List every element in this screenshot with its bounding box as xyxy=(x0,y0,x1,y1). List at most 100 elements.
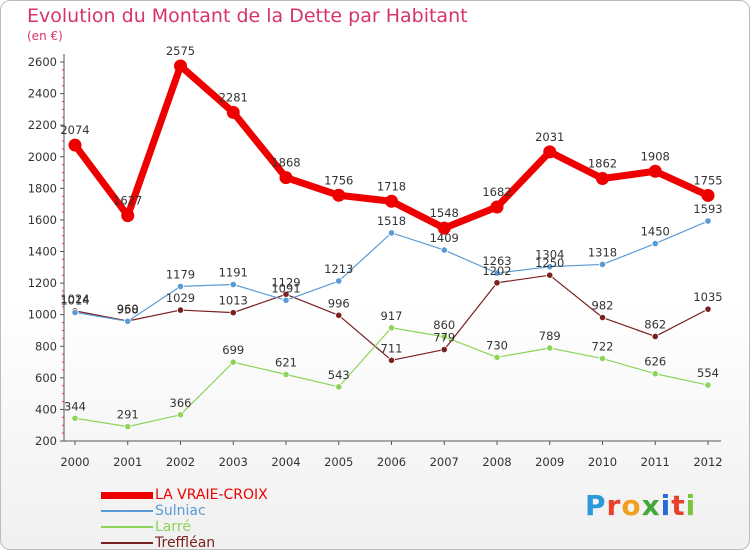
data-point xyxy=(546,344,554,352)
data-point xyxy=(440,345,448,354)
data-point xyxy=(279,171,293,185)
data-label: 1304 xyxy=(535,248,564,262)
data-label: 1755 xyxy=(693,173,722,187)
y-tick-label: 1800 xyxy=(28,181,57,195)
data-point xyxy=(490,200,504,214)
data-label: 1091 xyxy=(271,281,300,295)
y-tick-label: 2600 xyxy=(28,55,57,69)
x-tick-label: 2005 xyxy=(324,455,353,469)
data-label: 1014 xyxy=(60,293,89,307)
x-tick-label: 2012 xyxy=(693,455,722,469)
data-label: 291 xyxy=(117,408,139,422)
data-label: 554 xyxy=(697,366,719,380)
legend-swatch xyxy=(101,491,153,499)
data-point xyxy=(493,269,501,277)
data-point xyxy=(704,305,712,313)
y-tick-label: 200 xyxy=(35,434,57,448)
data-label: 1627 xyxy=(113,194,142,208)
legend-swatch xyxy=(101,526,153,528)
data-point xyxy=(335,277,343,285)
data-point xyxy=(229,280,237,289)
data-point xyxy=(546,263,554,271)
y-tick-label: 2400 xyxy=(28,87,57,101)
y-tick-label: 2000 xyxy=(28,150,57,164)
data-label: 982 xyxy=(592,299,614,313)
x-tick-label: 2001 xyxy=(113,455,142,469)
legend-label: Larré xyxy=(155,519,191,535)
x-tick-label: 2007 xyxy=(430,455,459,469)
data-label: 1035 xyxy=(693,290,722,304)
data-label: 1029 xyxy=(166,291,195,305)
data-label: 1250 xyxy=(535,256,564,270)
data-label: 699 xyxy=(222,343,244,357)
data-point xyxy=(174,59,187,73)
data-label: 344 xyxy=(64,399,86,413)
data-point xyxy=(71,414,79,422)
x-tick-label: 2000 xyxy=(60,455,89,469)
data-label: 1862 xyxy=(588,157,617,171)
y-tick-label: 1200 xyxy=(28,276,57,290)
axes: 200 400 600 800 1000 1200 1400 1600 1800 2000 2200… xyxy=(28,54,723,469)
data-label: 1013 xyxy=(219,294,248,308)
data-point xyxy=(335,311,343,319)
y-tick-label: 1600 xyxy=(28,213,57,227)
data-label: 621 xyxy=(275,356,297,370)
data-label: 860 xyxy=(433,318,455,332)
data-label: 1213 xyxy=(324,262,353,276)
data-point xyxy=(440,246,448,254)
data-label: 917 xyxy=(381,309,403,323)
data-point xyxy=(546,271,554,279)
data-point xyxy=(651,240,659,248)
data-point xyxy=(493,279,501,287)
chart-title: Evolution du Montant de la Dette par Hab… xyxy=(27,5,468,27)
data-label: 1548 xyxy=(430,206,459,220)
data-label: 996 xyxy=(328,296,350,310)
data-label: 711 xyxy=(381,341,403,355)
x-tick-label: 2006 xyxy=(377,455,406,469)
data-point xyxy=(229,358,237,366)
data-label: 2031 xyxy=(535,130,564,144)
data-point xyxy=(335,383,343,391)
data-label: 366 xyxy=(170,396,192,410)
data-point xyxy=(71,308,79,317)
data-label: 1024 xyxy=(60,292,89,306)
data-point xyxy=(651,332,659,341)
x-tick-label: 2004 xyxy=(271,455,300,469)
data-point xyxy=(598,260,607,269)
data-label: 1756 xyxy=(324,173,353,187)
y-tick-label: 1000 xyxy=(28,308,57,322)
data-point xyxy=(68,138,82,152)
data-label: 1593 xyxy=(693,202,722,216)
y-tick-label: 2200 xyxy=(28,118,57,132)
x-tick-label: 2011 xyxy=(641,455,670,469)
data-point xyxy=(385,194,398,208)
data-label: 1908 xyxy=(641,149,670,163)
data-point xyxy=(282,296,290,304)
data-label: 1682 xyxy=(482,185,511,199)
data-label: 1518 xyxy=(377,214,406,228)
data-point xyxy=(226,105,240,119)
data-point xyxy=(437,221,451,235)
data-label: 1202 xyxy=(482,264,511,278)
data-label: 1263 xyxy=(482,254,511,268)
legend-swatch xyxy=(101,542,153,544)
data-point xyxy=(598,354,607,363)
data-point xyxy=(704,381,712,389)
legend-swatch xyxy=(101,510,153,512)
data-point xyxy=(176,411,185,419)
data-label: 626 xyxy=(644,355,666,369)
data-label: 1129 xyxy=(271,275,300,289)
data-point xyxy=(704,217,712,225)
data-label: 2281 xyxy=(219,90,248,104)
x-tick-label: 2009 xyxy=(535,455,564,469)
legend-label: Treffléan xyxy=(155,535,216,550)
y-tick-label: 600 xyxy=(35,371,57,385)
data-label: 543 xyxy=(328,368,350,382)
data-label: 1318 xyxy=(588,245,617,259)
data-point xyxy=(493,353,501,361)
x-tick-label: 2003 xyxy=(219,455,248,469)
data-point xyxy=(121,209,135,223)
y-tick-label: 800 xyxy=(35,339,57,353)
